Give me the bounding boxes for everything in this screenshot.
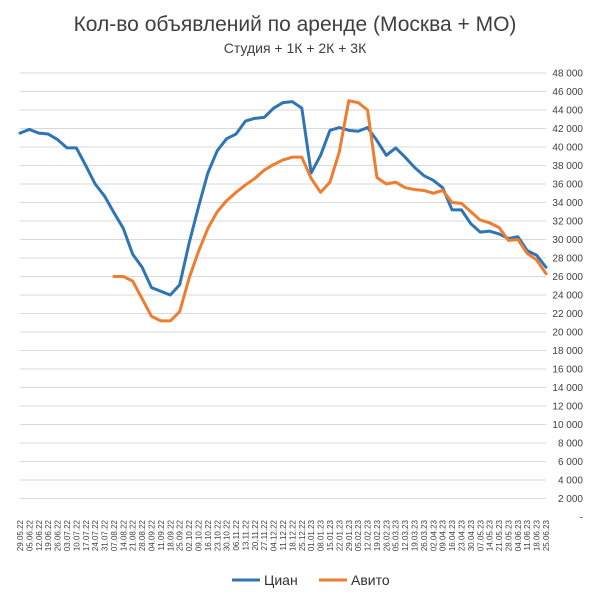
- legend-label-1: Авито: [351, 572, 390, 588]
- y-tick-label: 34 000: [552, 198, 583, 209]
- x-tick-label: 21.08.22: [129, 519, 138, 551]
- x-tick-label: 19.03.23: [411, 519, 420, 551]
- x-tick-label: 12.03.23: [401, 519, 410, 551]
- x-tick-label: 23.10.22: [213, 519, 222, 551]
- x-tick-label: 17.07.22: [82, 519, 91, 551]
- legend: Циан Авито: [232, 572, 390, 588]
- x-tick-label: 30.04.23: [467, 519, 476, 551]
- chart-subtitle: Студия + 1К + 2К + 3К: [224, 40, 367, 56]
- y-tick-label: 10 000: [552, 420, 583, 431]
- series-line-0: [18, 100, 548, 297]
- x-tick-label: 04.12.22: [270, 519, 279, 551]
- x-tick-label: 18.12.22: [288, 519, 297, 551]
- x-tick-label: 09.10.22: [194, 519, 203, 551]
- x-tick-label: 19.02.23: [373, 519, 382, 551]
- x-tick-label: 29.05.22: [16, 519, 25, 551]
- y-tick-label: 12 000: [552, 402, 583, 413]
- y-tick-label: 32 000: [552, 217, 583, 228]
- y-tick-label: 22 000: [552, 309, 583, 320]
- x-tick-label: 04.06.23: [514, 519, 523, 551]
- x-tick-label: 25.09.22: [176, 519, 185, 551]
- x-tick-label: 06.11.22: [232, 519, 241, 550]
- x-tick-label: 01.01.23: [307, 519, 316, 551]
- x-tick-label: 02.04.23: [429, 519, 438, 551]
- x-tick-label: 10.07.22: [72, 519, 81, 551]
- y-tick-label: 38 000: [552, 161, 583, 172]
- x-tick-label: 22.01.23: [335, 519, 344, 551]
- series-line-1: [112, 99, 548, 323]
- chart-title: Кол-во объявлений по аренде (Москва + МО…: [74, 13, 517, 36]
- x-tick-label: 02.10.22: [185, 519, 194, 551]
- y-tick-label: 44 000: [552, 106, 583, 117]
- x-tick-label: 24.07.22: [91, 519, 100, 551]
- x-tick-label: 12.02.23: [364, 519, 373, 551]
- y-tick-label: 8 000: [558, 439, 583, 450]
- x-tick-label: 08.01.23: [317, 519, 326, 551]
- x-tick-label: 15.01.23: [326, 519, 335, 551]
- y-axis-ticks: - 2 000 4 000 6 000 8 000 10 000 12 000 14 000 1…: [552, 69, 583, 524]
- y-tick-label: 6 000: [558, 457, 583, 468]
- x-tick-label: 26.03.23: [420, 519, 429, 551]
- x-tick-label: 05.06.22: [25, 519, 34, 551]
- y-tick-label: 14 000: [552, 383, 583, 394]
- y-tick-label: 48 000: [552, 69, 583, 80]
- y-tick-label: 36 000: [552, 180, 583, 191]
- y-tick-label: 30 000: [552, 235, 583, 246]
- x-tick-label: 16.04.23: [448, 519, 457, 551]
- gridlines: [20, 72, 546, 499]
- x-tick-label: 16.10.22: [204, 519, 213, 551]
- y-tick-label: 40 000: [552, 143, 583, 154]
- x-tick-label: 31.07.22: [101, 519, 110, 551]
- y-tick-label: 26 000: [552, 272, 583, 283]
- y-tick-label: -: [580, 513, 583, 524]
- x-tick-label: 11.12.22: [279, 519, 288, 550]
- y-tick-label: 24 000: [552, 291, 583, 302]
- y-tick-label: 18 000: [552, 346, 583, 357]
- x-tick-label: 25.12.22: [298, 519, 307, 551]
- legend-label-0: Циан: [264, 572, 298, 588]
- x-tick-label: 13.11.22: [241, 519, 250, 550]
- x-tick-label: 28.05.23: [504, 519, 513, 551]
- y-tick-label: 42 000: [552, 124, 583, 135]
- x-tick-label: 12.06.22: [35, 519, 44, 551]
- y-tick-label: 16 000: [552, 365, 583, 376]
- x-tick-label: 27.11.22: [260, 519, 269, 550]
- x-tick-label: 11.09.22: [157, 519, 166, 550]
- x-tick-label: 05.02.23: [354, 519, 363, 551]
- y-tick-label: 28 000: [552, 254, 583, 265]
- x-tick-label: 07.05.23: [476, 519, 485, 551]
- y-tick-label: 4 000: [558, 476, 583, 487]
- x-tick-label: 09.04.23: [439, 519, 448, 551]
- x-tick-label: 25.06.23: [542, 519, 551, 551]
- x-tick-label: 28.08.22: [138, 519, 147, 551]
- x-tick-label: 29.01.23: [345, 519, 354, 551]
- y-tick-label: 20 000: [552, 328, 583, 339]
- x-tick-label: 03.07.22: [63, 519, 72, 551]
- x-tick-label: 04.09.22: [148, 519, 157, 551]
- y-tick-label: 2 000: [558, 494, 583, 505]
- x-tick-label: 19.06.22: [44, 519, 53, 551]
- x-tick-label: 07.08.22: [110, 519, 119, 551]
- x-tick-label: 18.06.23: [533, 519, 542, 551]
- x-tick-label: 11.06.23: [523, 519, 532, 550]
- x-tick-label: 23.04.23: [457, 519, 466, 551]
- y-tick-label: 46 000: [552, 87, 583, 98]
- x-tick-label: 18.09.22: [166, 519, 175, 551]
- x-tick-label: 26.02.23: [382, 519, 391, 551]
- x-axis-ticks: 29.05.22 05.06.22 12.06.22 19.06.22 26.06.22…: [16, 519, 551, 551]
- x-tick-label: 26.06.22: [54, 519, 63, 551]
- x-tick-label: 14.08.22: [119, 519, 128, 551]
- x-tick-label: 20.11.22: [251, 519, 260, 550]
- x-tick-label: 21.05.23: [495, 519, 504, 551]
- x-tick-label: 14.05.23: [486, 519, 495, 551]
- x-tick-label: 05.03.23: [392, 519, 401, 551]
- x-tick-label: 30.10.22: [223, 519, 232, 551]
- series-lines: [18, 99, 548, 323]
